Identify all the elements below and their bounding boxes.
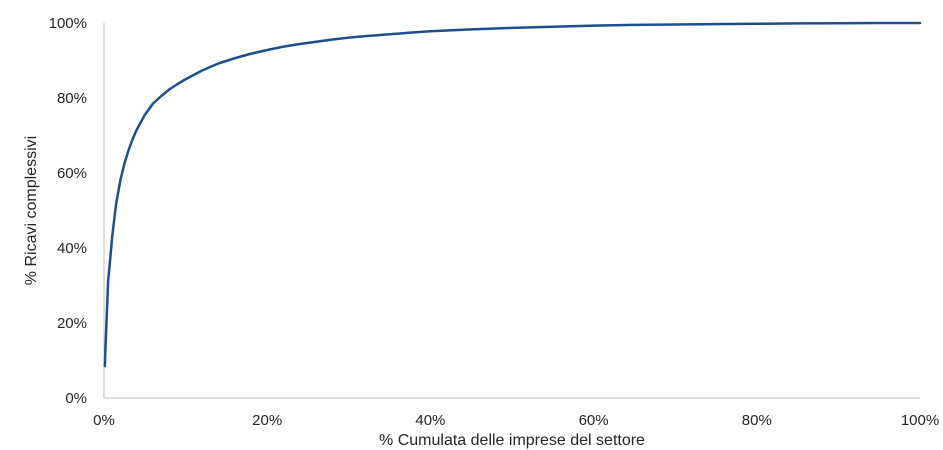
x-tick-label: 20% (252, 412, 282, 429)
y-tick-label: 40% (57, 240, 87, 257)
axes (103, 23, 920, 399)
x-axis-title: % Cumulata delle imprese del settore (379, 432, 645, 449)
y-tick-labels: 0% 20% 40% 60% 80% 100% (49, 15, 87, 407)
x-tick-label: 100% (901, 412, 939, 429)
y-tick-label: 100% (49, 15, 87, 32)
x-tick-label: 40% (415, 412, 445, 429)
y-tick-label: 20% (57, 315, 87, 332)
x-tick-label: 80% (742, 412, 772, 429)
y-tick-label: 60% (57, 165, 87, 182)
x-tick-label: 0% (93, 412, 115, 429)
y-tick-label: 80% (57, 90, 87, 107)
x-tick-label: 60% (579, 412, 609, 429)
y-tick-label: 0% (65, 390, 87, 407)
y-axis-title: % Ricavi complessivi (23, 136, 40, 285)
x-tick-labels: 0% 20% 40% 60% 80% 100% (93, 412, 939, 429)
cumulative-revenue-series-line (103, 21, 922, 368)
